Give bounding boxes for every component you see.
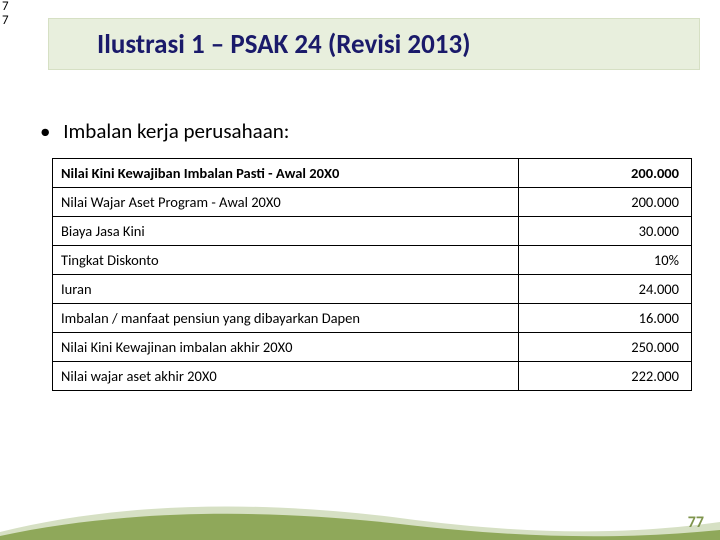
row-value: 200.000 <box>519 159 692 188</box>
page-number-top: 7 7 <box>2 0 9 29</box>
row-value: 200.000 <box>519 188 692 217</box>
page-num-top-2: 7 <box>2 14 9 28</box>
table-row: Nilai Kini Kewajinan imbalan akhir 20X0 … <box>53 333 692 362</box>
row-label: Nilai Kini Kewajiban Imbalan Pasti - Awa… <box>53 159 519 188</box>
data-table: Nilai Kini Kewajiban Imbalan Pasti - Awa… <box>52 158 692 391</box>
table-row: Imbalan / manfaat pensiun yang dibayarka… <box>53 304 692 333</box>
footer-decoration <box>0 492 720 540</box>
row-label: Tingkat Diskonto <box>53 246 519 275</box>
bullet-icon: • <box>40 118 50 144</box>
row-value: 30.000 <box>519 217 692 246</box>
table-row: Nilai Kini Kewajiban Imbalan Pasti - Awa… <box>53 159 692 188</box>
content-area: • Imbalan kerja perusahaan: Nilai Kini K… <box>40 118 680 391</box>
row-label: Imbalan / manfaat pensiun yang dibayarka… <box>53 304 519 333</box>
table-row: Tingkat Diskonto 10% <box>53 246 692 275</box>
row-value: 222.000 <box>519 362 692 391</box>
title-bar: Ilustrasi 1 – PSAK 24 (Revisi 2013) <box>48 18 700 70</box>
row-label: Biaya Jasa Kini <box>53 217 519 246</box>
table-row: Iuran 24.000 <box>53 275 692 304</box>
intro-line: • Imbalan kerja perusahaan: <box>40 118 680 144</box>
row-label: Iuran <box>53 275 519 304</box>
row-label: Nilai Kini Kewajinan imbalan akhir 20X0 <box>53 333 519 362</box>
table-body: Nilai Kini Kewajiban Imbalan Pasti - Awa… <box>53 159 692 391</box>
slide-title: Ilustrasi 1 – PSAK 24 (Revisi 2013) <box>97 28 471 61</box>
row-value: 250.000 <box>519 333 692 362</box>
table-row: Nilai Wajar Aset Program - Awal 20X0 200… <box>53 188 692 217</box>
row-value: 10% <box>519 246 692 275</box>
row-value: 24.000 <box>519 275 692 304</box>
page-num-top-1: 7 <box>2 0 9 14</box>
intro-text: Imbalan kerja perusahaan: <box>63 118 289 144</box>
table-row: Nilai wajar aset akhir 20X0 222.000 <box>53 362 692 391</box>
row-label: Nilai wajar aset akhir 20X0 <box>53 362 519 391</box>
table-row: Biaya Jasa Kini 30.000 <box>53 217 692 246</box>
row-value: 16.000 <box>519 304 692 333</box>
row-label: Nilai Wajar Aset Program - Awal 20X0 <box>53 188 519 217</box>
page-number-bottom: 77 <box>688 513 704 532</box>
